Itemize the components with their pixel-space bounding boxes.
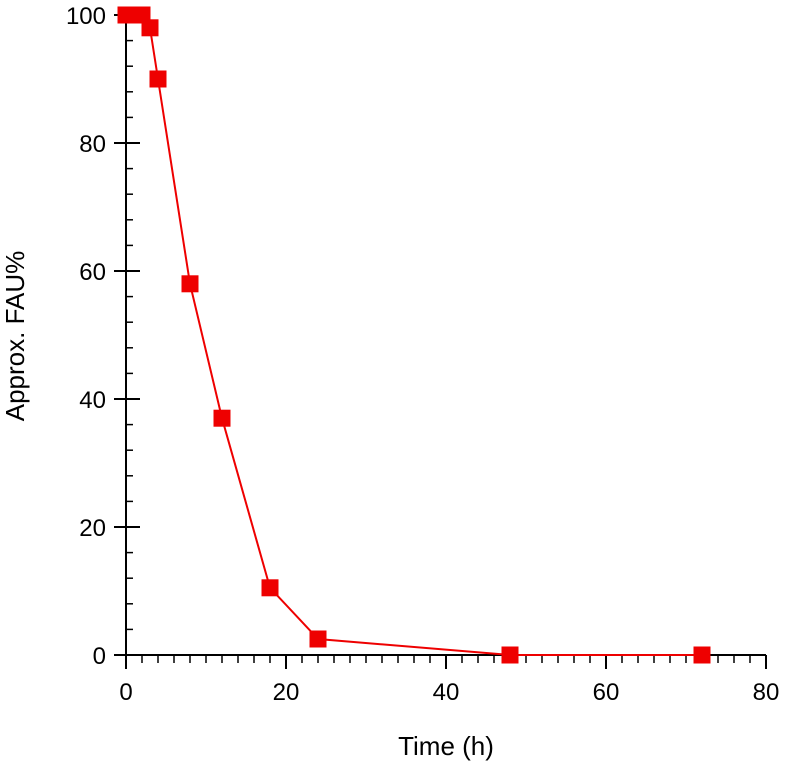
y-tick-label: 40 [79,387,106,414]
y-tick-label: 20 [79,515,106,542]
data-point-marker [261,579,279,597]
data-point-marker [141,19,159,37]
y-tick-label: 0 [93,643,106,670]
x-tick-label: 40 [433,679,460,706]
y-tick-label: 80 [79,131,106,158]
data-point-marker [693,646,711,664]
y-tick-label: 100 [66,3,106,30]
x-tick-label: 0 [119,679,132,706]
x-tick-label: 20 [273,679,300,706]
x-axis-title: Time (h) [398,731,494,761]
data-point-marker [133,6,151,24]
data-point-marker [149,70,167,88]
data-point-marker [213,409,231,427]
y-axis-title: Approx. FAU% [0,251,30,422]
axes: 0 20 40 60 80 0 20 40 60 80 100 [66,3,779,706]
series-layer [117,6,711,664]
data-point-marker [501,646,519,664]
data-point-marker [181,275,199,293]
x-tick-label: 80 [753,679,780,706]
y-tick-label: 60 [79,259,106,286]
data-point-marker [309,630,327,648]
x-tick-label: 60 [593,679,620,706]
series-line [126,14,702,656]
